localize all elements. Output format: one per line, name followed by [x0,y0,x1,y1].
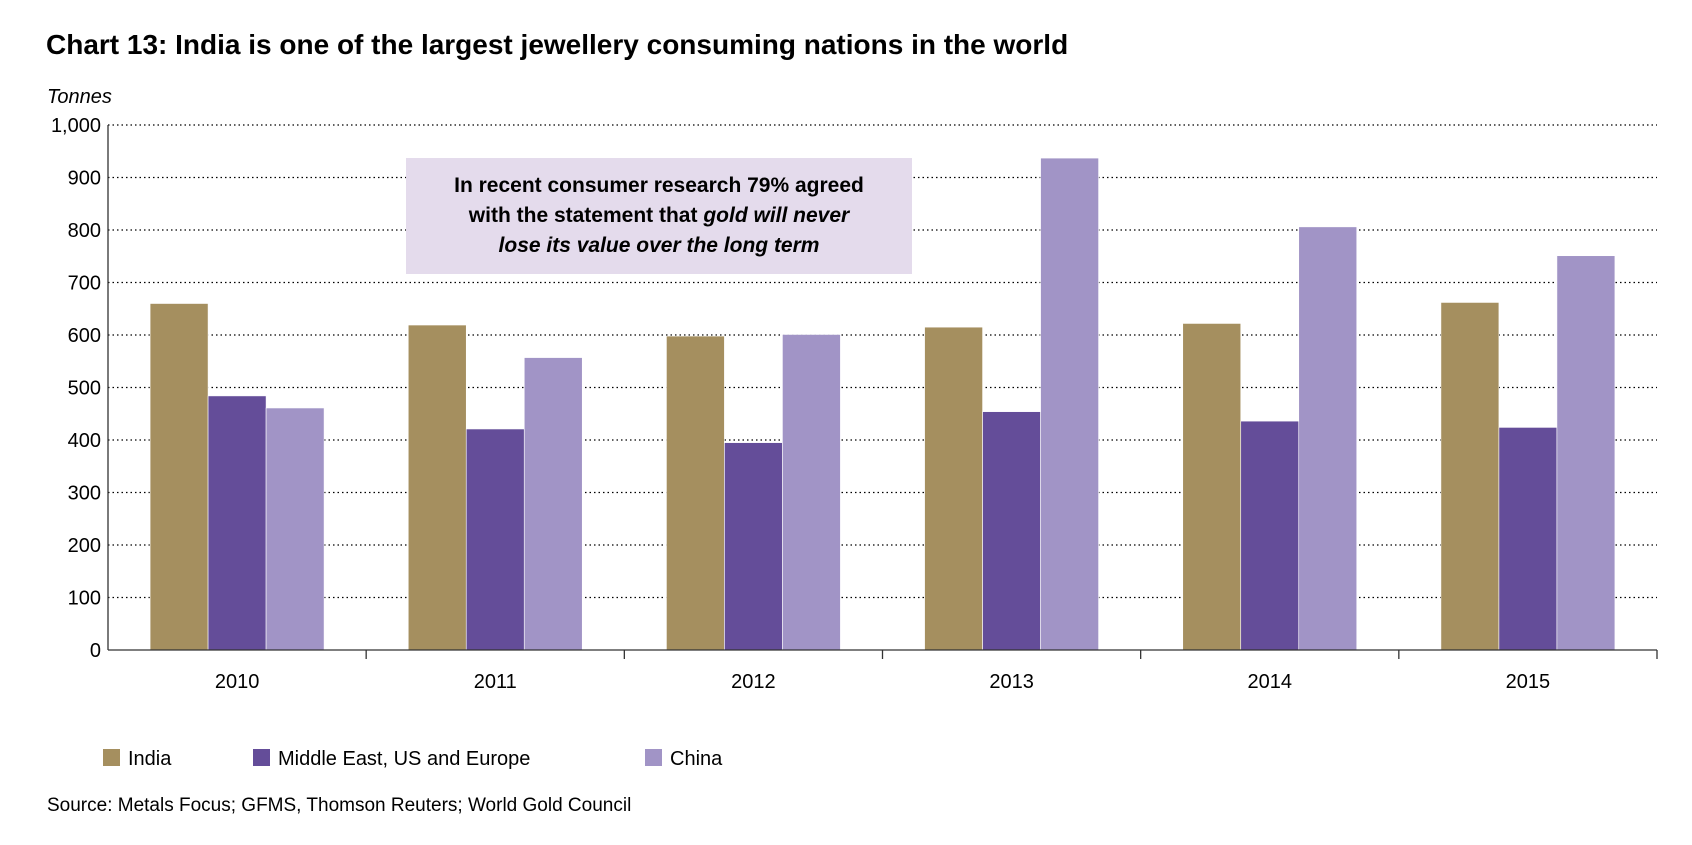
y-tick-label: 600 [68,325,101,347]
annotation-line-1: In recent consumer research 79% agreed [454,174,864,197]
y-tick-label: 0 [90,640,101,662]
bar-india-2011 [407,324,467,651]
bar-middle-east-us-and-europe-2011 [465,428,525,651]
legend-label: India [128,748,172,770]
y-tick-label: 300 [68,483,101,505]
y-tick-label: 700 [68,273,101,295]
x-tick-label: 2015 [1506,671,1551,693]
bar-india-2014 [1182,323,1242,651]
y-tick-label: 200 [68,535,101,557]
y-tick-label: 800 [68,220,101,242]
bar-india-2015 [1440,302,1500,651]
bar-china-2011 [523,357,583,651]
bar-china-2015 [1556,255,1616,651]
bar-china-2013 [1040,157,1099,651]
y-tick-label: 900 [68,168,101,190]
y-tick-label: 500 [68,378,101,400]
legend-swatch [103,749,120,766]
legend-label: China [670,748,723,770]
bar-middle-east-us-and-europe-2014 [1240,420,1300,651]
annotation-line-2a: with the statement that [468,204,704,227]
x-tick-label: 2012 [731,671,776,693]
bar-middle-east-us-and-europe-2015 [1498,427,1558,651]
legend: India Middle East, US and Europe China [103,748,723,770]
x-tick-label: 2010 [215,671,260,693]
annotation-background [406,158,912,274]
y-tick-label: 1,000 [51,115,101,137]
x-tick-label: 2011 [474,671,517,693]
bar-china-2014 [1298,226,1358,651]
x-tick-label: 2014 [1248,671,1293,693]
legend-swatch [645,749,662,766]
bar-china-2012 [782,334,841,651]
bar-middle-east-us-and-europe-2013 [982,411,1041,651]
y-axis-label: Tonnes [47,86,112,108]
x-tick-label: 2013 [989,671,1034,693]
chart-title: Chart 13: India is one of the largest je… [46,29,1068,60]
bar-middle-east-us-and-europe-2010 [207,395,267,651]
bar-middle-east-us-and-europe-2012 [724,442,783,651]
y-tick-label: 400 [68,430,101,452]
bar-india-2012 [666,335,725,651]
bar-china-2010 [265,407,325,651]
y-tick-label: 100 [68,588,101,610]
annotation-line-2: with the statement that gold will never [468,204,851,227]
source-note: Source: Metals Focus; GFMS, Thomson Reut… [47,795,631,816]
legend-label: Middle East, US and Europe [278,748,530,770]
bar-india-2010 [149,303,209,651]
annotation-line-3: lose its value over the long term [499,234,820,257]
annotation-line-2b: gold will never [702,204,851,227]
legend-swatch [253,749,270,766]
bar-india-2013 [924,326,983,651]
annotation-box: In recent consumer research 79% agreed w… [406,158,912,274]
